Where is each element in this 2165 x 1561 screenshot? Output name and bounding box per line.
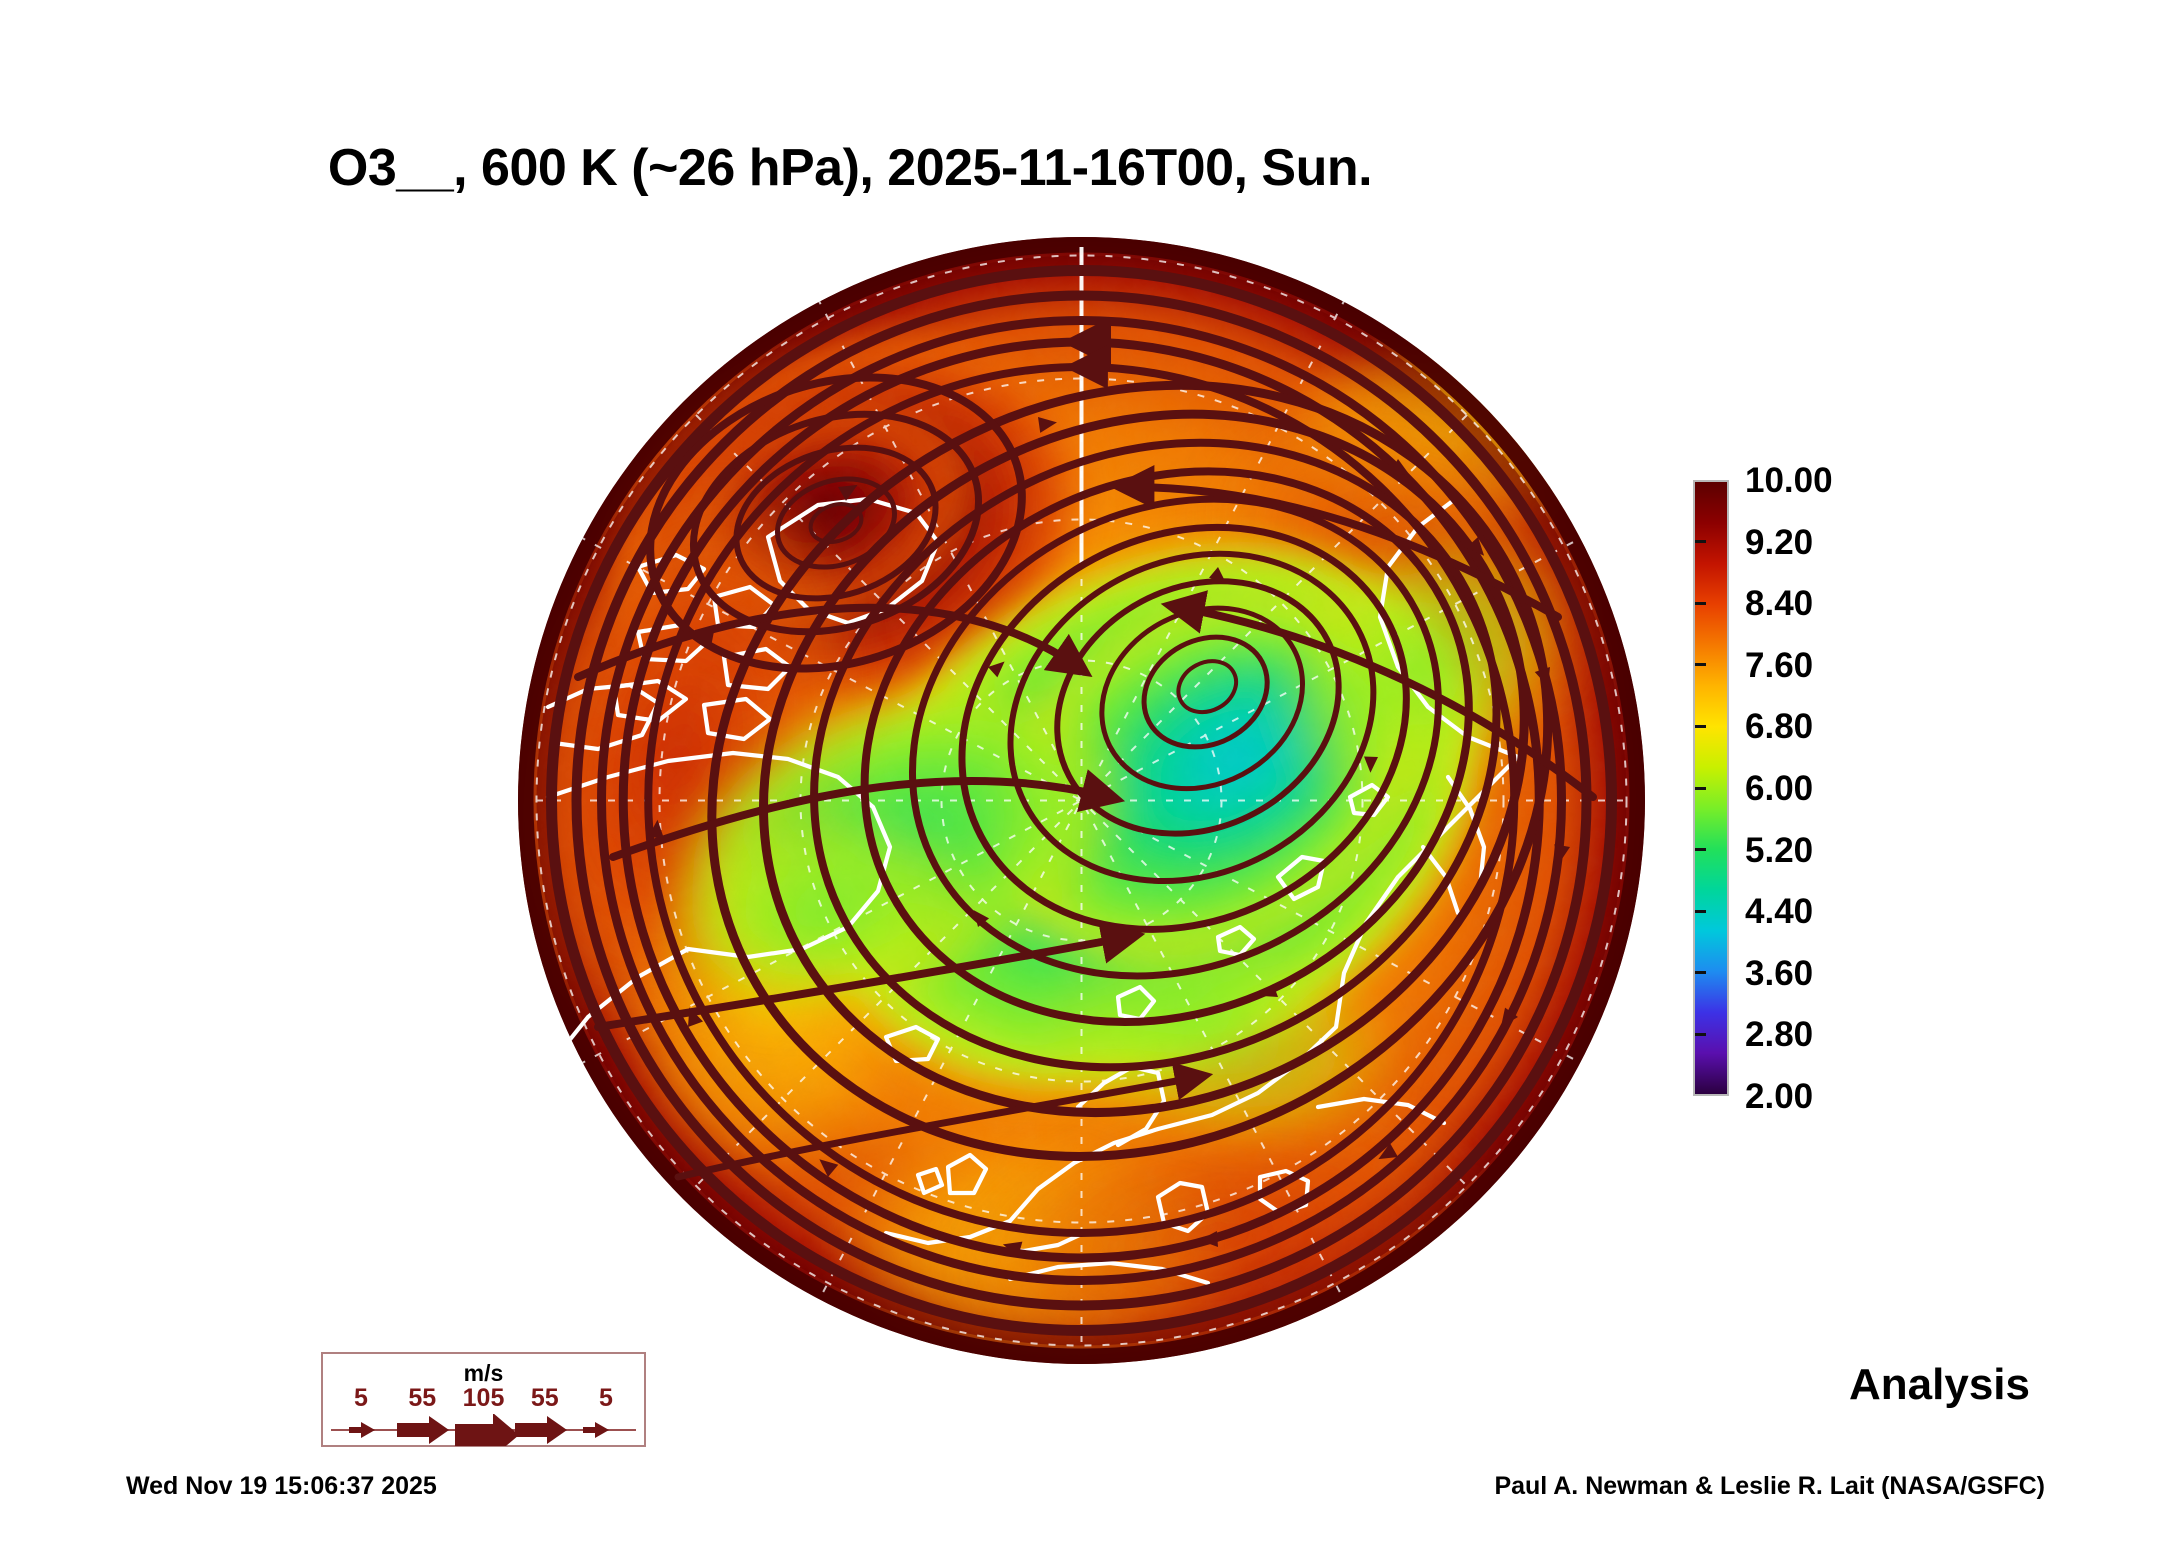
colorbar-tick-label: 4.40: [1745, 892, 1814, 932]
colorbar-ticks: [1693, 480, 1729, 1096]
colorbar-tick: [1695, 724, 1706, 728]
colorbar-tick: [1695, 971, 1706, 975]
colorbar-tick: [1695, 601, 1706, 605]
colorbar-tick: [1695, 1032, 1706, 1036]
wind-arrow-icons: [331, 1414, 636, 1446]
generation-timestamp: Wed Nov 19 15:06:37 2025: [126, 1472, 437, 1500]
author-credit: Paul A. Newman & Leslie R. Lait (NASA/GS…: [1494, 1472, 2045, 1500]
colorbar-tick-label: 6.80: [1745, 707, 1814, 747]
wind-legend-values: 5 55 105 55 5: [331, 1384, 636, 1413]
page-title: O3__, 600 K (~26 hPa), 2025-11-16T00, Su…: [327, 139, 1373, 197]
colorbar-tick: [1695, 909, 1706, 913]
polar-ozone-map: [518, 237, 1645, 1364]
colorbar-tick-label: 7.60: [1745, 645, 1814, 685]
wind-value: 105: [462, 1384, 505, 1412]
colorbar-tick-label: 9.20: [1745, 522, 1814, 562]
colorbar-tick: [1695, 848, 1706, 852]
wind-streamlines: [546, 265, 1617, 1336]
colorbar-tick-label: 5.20: [1745, 830, 1814, 870]
analysis-label: Analysis: [1849, 1360, 2030, 1409]
colorbar-tick-label: 3.60: [1745, 953, 1814, 993]
wind-value: 55: [530, 1384, 559, 1412]
wind-value: 5: [599, 1384, 613, 1412]
wind-value: 55: [408, 1384, 437, 1412]
colorbar-tick: [1695, 663, 1706, 667]
colorbar-tick-label: 10.00: [1745, 461, 1833, 500]
colorbar-tick: [1695, 786, 1706, 790]
colorbar-tick-label: 2.00: [1745, 1077, 1814, 1116]
colorbar-tick-labels: 10.00 9.20 8.40 7.60 6.80 6.00 5.20 4.40 3.60 2.8…: [1745, 463, 1945, 1114]
streamline-arrowheads: [648, 417, 1570, 1257]
colorbar-tick: [1695, 540, 1706, 544]
colorbar-tick-label: 2.80: [1745, 1015, 1814, 1055]
colorbar-tick-label: 8.40: [1745, 584, 1814, 624]
wind-speed-legend: m/s 5 55 105 55 5: [321, 1352, 646, 1447]
wind-units-label: m/s: [463, 1360, 504, 1386]
colorbar-tick-label: 6.00: [1745, 769, 1814, 808]
wind-value: 5: [354, 1384, 368, 1412]
map-disk: [518, 237, 1645, 1364]
